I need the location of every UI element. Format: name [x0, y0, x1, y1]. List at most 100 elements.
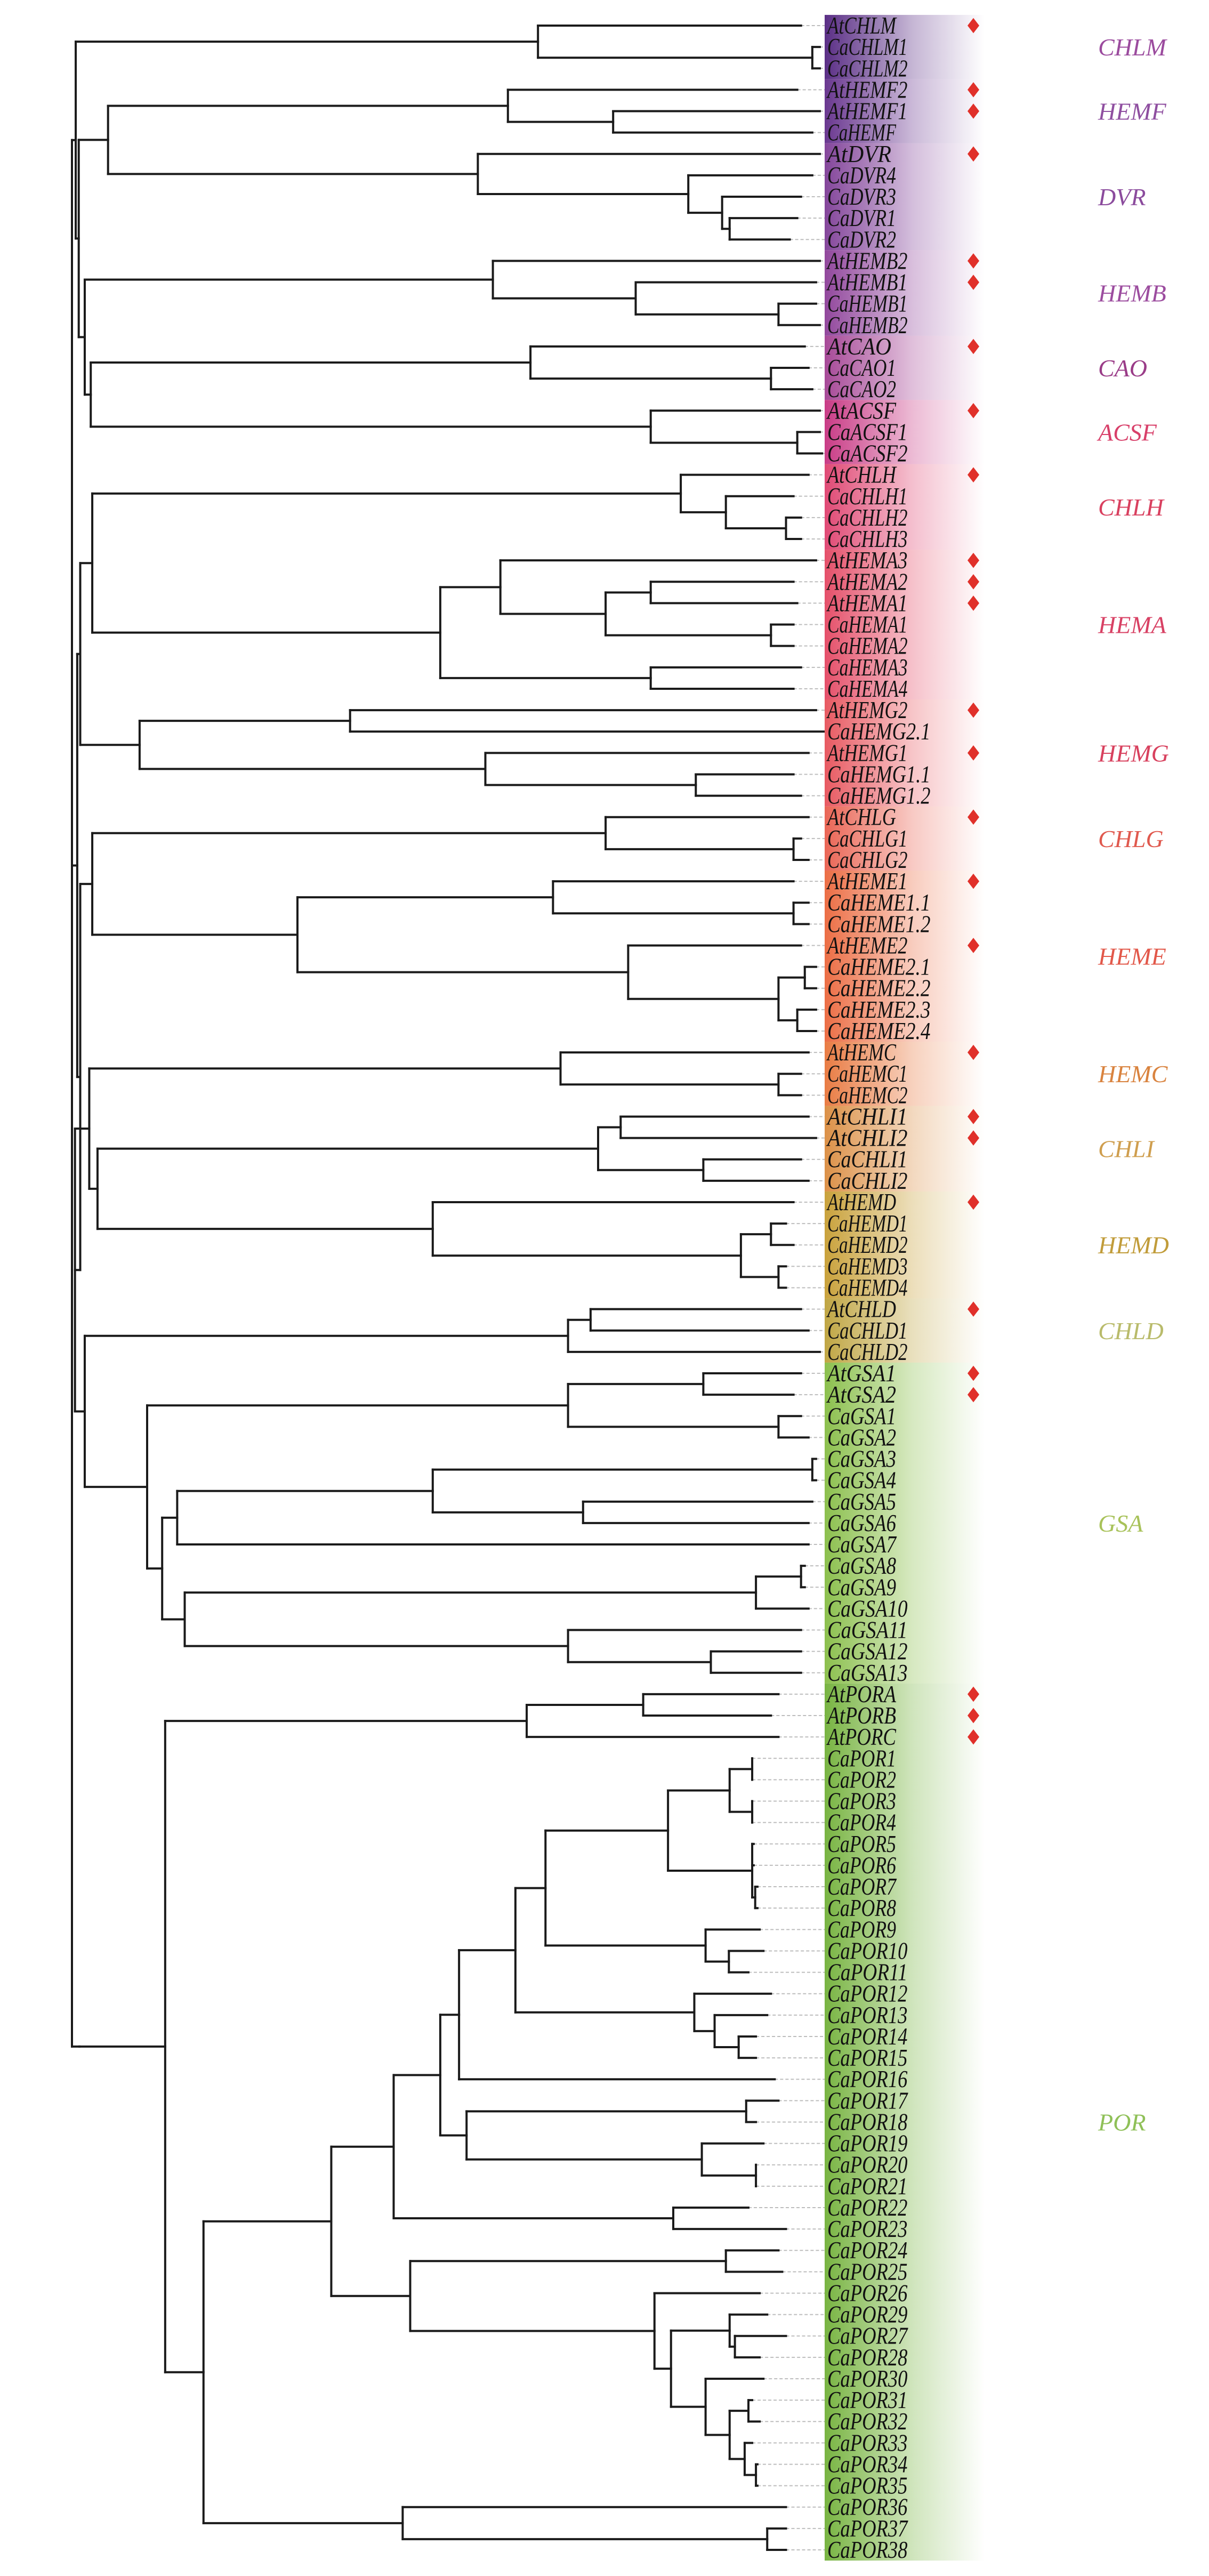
- leaf-label: CaDVR4: [827, 162, 896, 189]
- leaf-label: CaPOR36: [827, 2493, 908, 2521]
- reference-diamond-icon: [968, 1301, 979, 1317]
- group-color-bands: [825, 14, 985, 2561]
- reference-diamond-icon: [968, 253, 979, 269]
- leaf-label: AtHEMA1: [826, 589, 908, 616]
- leaf-label: AtHEME1: [826, 867, 908, 895]
- reference-diamond-icon: [968, 1194, 979, 1210]
- leaf-label: AtHEME2: [826, 931, 908, 959]
- reference-diamond-icon: [968, 702, 979, 718]
- leaf-connectors: [748, 25, 825, 2550]
- leaf-label: CaPOR17: [827, 2087, 908, 2114]
- leaf-label: CaCHLH3: [827, 525, 908, 552]
- band-hemb: [825, 250, 985, 336]
- group-label-hemb: HEMB: [1098, 280, 1166, 307]
- leaf-label: CaGSA9: [827, 1573, 896, 1600]
- leaf-label: CaHEMD3: [827, 1252, 908, 1279]
- leaf-label: CaPOR7: [827, 1873, 897, 1900]
- band-por: [825, 1683, 985, 2561]
- band-hemd: [825, 1191, 985, 1299]
- group-label-hema: HEMA: [1098, 611, 1167, 639]
- group-label-hemf: HEMF: [1098, 98, 1167, 125]
- reference-diamond-icon: [968, 103, 979, 119]
- reference-diamond-icon: [968, 339, 979, 355]
- reference-diamond-icon: [968, 275, 979, 290]
- band-cao: [825, 335, 985, 400]
- leaf-label: CaPOR1: [827, 1744, 896, 1772]
- group-label-chld: CHLD: [1098, 1317, 1164, 1345]
- leaf-label: CaCHLM2: [827, 54, 908, 82]
- reference-diamond-icon: [968, 809, 979, 825]
- leaf-label: CaACSF2: [827, 440, 908, 467]
- leaf-label: CaCAO2: [827, 375, 896, 402]
- leaf-label: CaPOR9: [827, 1915, 896, 1943]
- leaf-label: CaPOR2: [827, 1766, 896, 1793]
- leaf-label: CaPOR28: [827, 2344, 908, 2371]
- group-label-hemc: HEMC: [1098, 1060, 1168, 1088]
- leaf-label: AtPORC: [826, 1723, 897, 1750]
- reference-diamond-icon: [968, 1686, 979, 1702]
- leaf-label: CaPOR11: [827, 1959, 908, 1986]
- leaf-label: CaPOR20: [827, 2151, 908, 2178]
- leaf-label: AtCAO: [826, 333, 891, 360]
- group-label-hemd: HEMD: [1098, 1231, 1169, 1259]
- leaf-label: CaACSF1: [827, 418, 908, 445]
- leaf-label: CaCHLG1: [827, 825, 908, 852]
- leaf-label: CaPOR33: [827, 2429, 908, 2456]
- leaf-label: CaCHLD1: [827, 1317, 908, 1344]
- leaf-label: CaPOR12: [827, 1980, 908, 2007]
- leaf-label: CaPOR32: [827, 2408, 908, 2435]
- leaf-label: AtPORB: [826, 1702, 896, 1729]
- leaf-label: CaHEME1.2: [827, 910, 931, 937]
- reference-diamond-icon: [968, 552, 979, 568]
- group-label-por: POR: [1098, 2108, 1146, 2136]
- reference-diamond-icon: [968, 873, 979, 889]
- reference-diamond-icon: [968, 1044, 979, 1060]
- leaf-label: CaPOR8: [827, 1894, 896, 1921]
- band-hemf: [825, 79, 985, 143]
- leaf-label: AtCHLH: [826, 461, 898, 488]
- band-gsa: [825, 1362, 985, 1684]
- band-dvr: [825, 143, 985, 251]
- leaf-label: CaHEME2.1: [827, 953, 931, 980]
- leaf-label: CaPOR4: [827, 1809, 896, 1836]
- leaf-label: CaHEMA4: [827, 675, 908, 702]
- leaf-label: CaHEMD1: [827, 1210, 908, 1237]
- leaf-label: CaGSA6: [827, 1509, 896, 1536]
- leaf-label: CaCHLM1: [827, 33, 908, 60]
- leaf-label: CaHEMA1: [827, 611, 908, 638]
- leaf-label: CaPOR18: [827, 2108, 908, 2135]
- leaf-label: CaHEME2.2: [827, 975, 931, 1002]
- leaf-label: AtHEMF2: [826, 76, 908, 103]
- leaf-label: CaCHLH1: [827, 482, 908, 510]
- leaf-label: CaCHLH2: [827, 504, 908, 531]
- band-heme: [825, 871, 985, 1042]
- leaf-label: CaPOR16: [827, 2065, 908, 2092]
- leaf-label: CaGSA4: [827, 1467, 896, 1494]
- leaf-label: CaPOR14: [827, 2023, 908, 2050]
- leaf-label: CaGSA5: [827, 1488, 896, 1515]
- reference-diamond-icon: [968, 574, 979, 590]
- band-chlh: [825, 464, 985, 550]
- leaf-label: CaPOR22: [827, 2194, 908, 2221]
- band-chlm: [825, 14, 985, 79]
- reference-diamond-icon: [968, 1130, 979, 1146]
- reference-diamond-icon: [968, 146, 979, 162]
- leaf-label: CaDVR3: [827, 183, 896, 210]
- leaf-label: AtACSF: [826, 397, 896, 424]
- reference-markers: [968, 18, 979, 1745]
- leaf-label: AtHEMF1: [826, 98, 908, 125]
- leaf-label: CaHEMC1: [827, 1060, 908, 1087]
- leaf-label: CaHEMF: [827, 119, 897, 146]
- leaf-label: CaPOR3: [827, 1788, 896, 1815]
- leaf-label: CaHEMA3: [827, 654, 908, 681]
- leaf-label: CaGSA3: [827, 1445, 896, 1472]
- leaf-label: CaHEME2.3: [827, 996, 931, 1023]
- group-label-cao: CAO: [1098, 355, 1147, 382]
- leaf-label: CaPOR34: [827, 2450, 908, 2477]
- leaf-label: AtCHLI2: [826, 1124, 907, 1152]
- leaf-label: CaCHLD2: [827, 1338, 908, 1365]
- leaf-label: AtHEMC: [826, 1039, 897, 1066]
- leaf-label: CaHEME1.1: [827, 889, 931, 916]
- leaf-label: CaPOR31: [827, 2386, 908, 2413]
